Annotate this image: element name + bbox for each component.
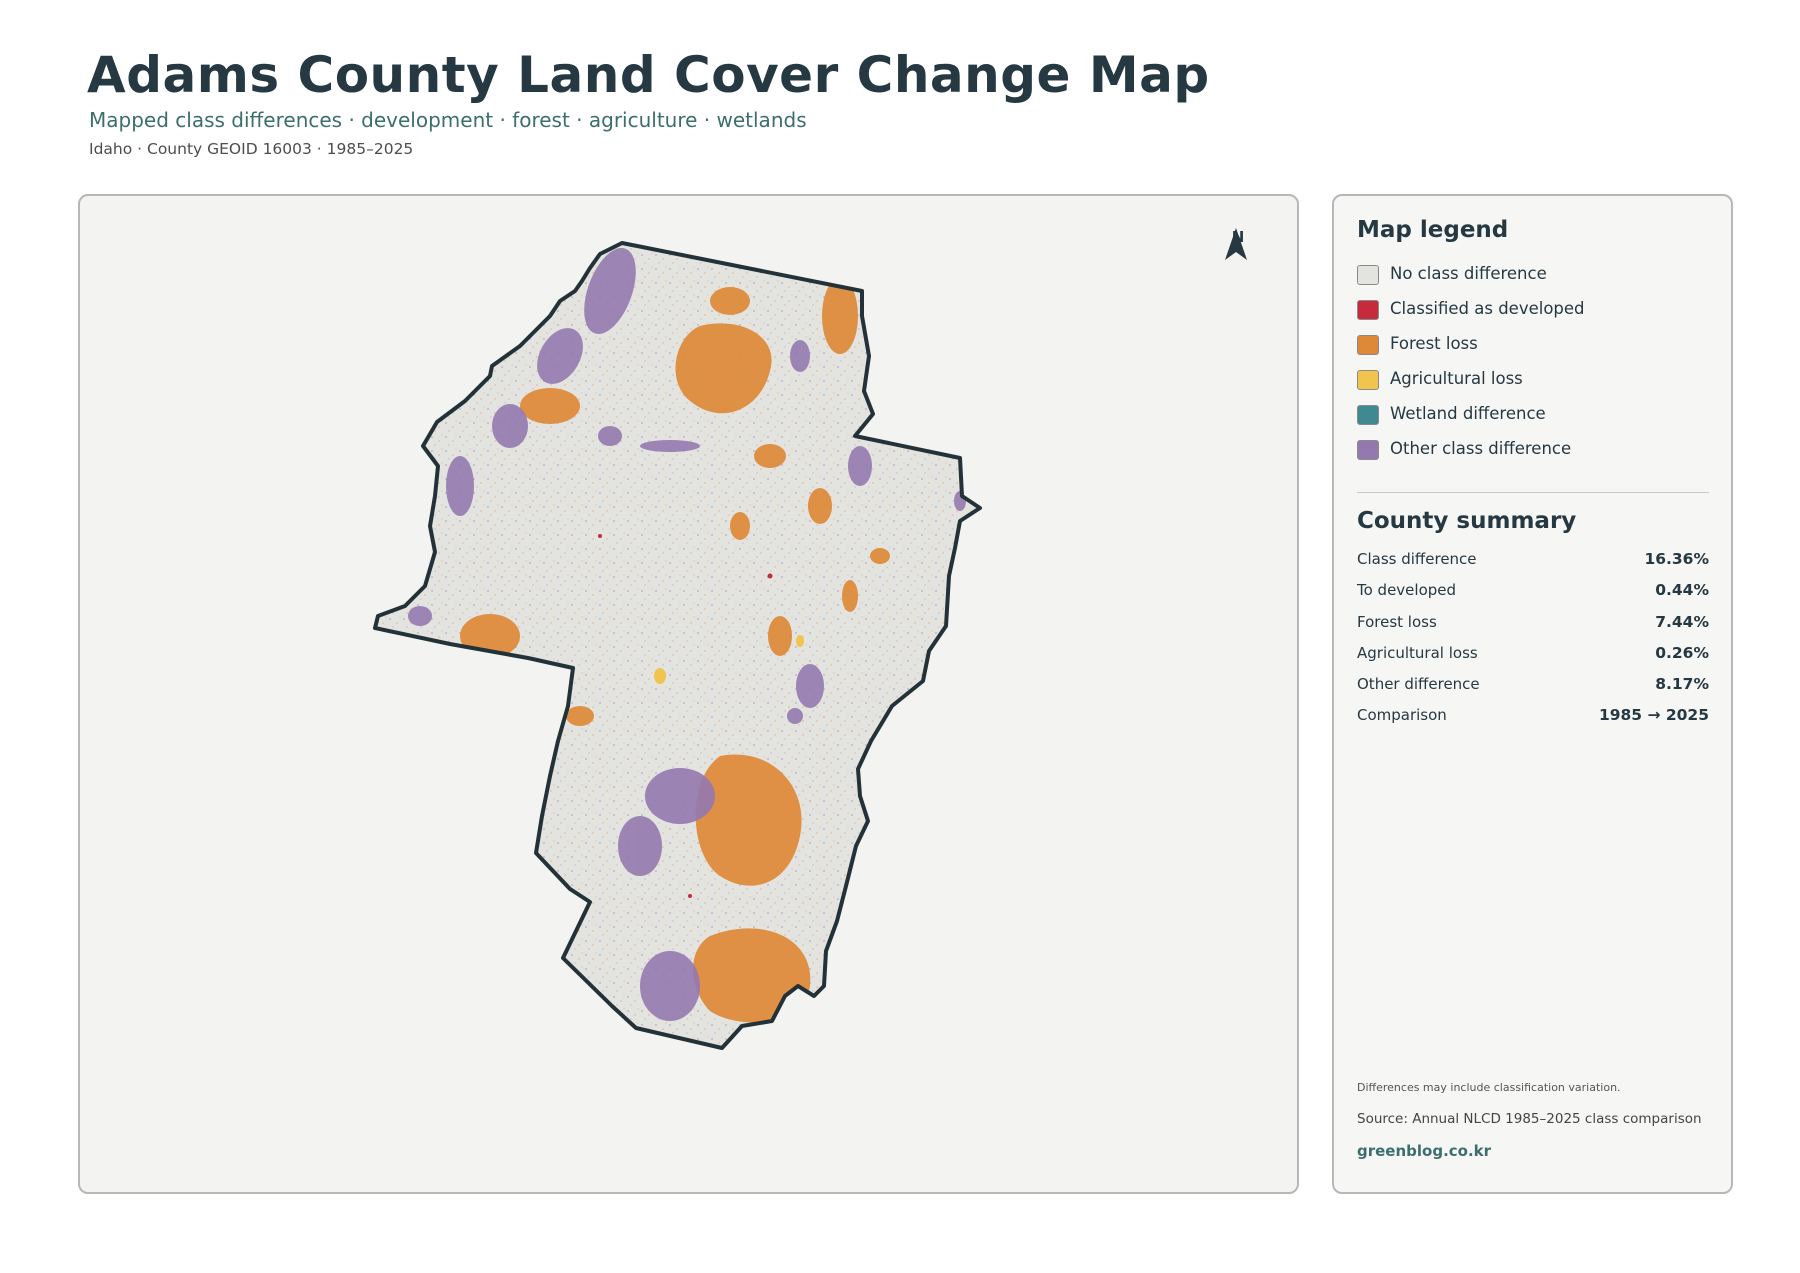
other-difference-patches	[408, 248, 966, 1021]
summary-row: Forest loss 7.44%	[1357, 613, 1709, 644]
summary-row: Agricultural loss 0.26%	[1357, 644, 1709, 675]
legend-item-wetland: Wetland difference	[1357, 405, 1707, 440]
footnote: Differences may include classification v…	[1357, 1081, 1621, 1094]
summary-label: To developed	[1357, 581, 1457, 600]
summary-table: Class difference 16.36% To developed 0.4…	[1357, 550, 1709, 738]
legend-swatch	[1357, 370, 1379, 390]
legend-item-agricultural-loss: Agricultural loss	[1357, 370, 1707, 405]
summary-value: 7.44%	[1655, 612, 1709, 631]
summary-value: 16.36%	[1644, 550, 1709, 568]
page-subtitle: Mapped class differences · development ·…	[89, 108, 807, 132]
summary-value: 0.26%	[1655, 643, 1709, 662]
summary-row: Other difference 8.17%	[1357, 675, 1709, 706]
summary-row: Comparison 1985 → 2025	[1357, 706, 1709, 737]
legend-label: Wetland difference	[1390, 404, 1546, 423]
legend-label: No class difference	[1390, 264, 1547, 283]
legend-label: Other class difference	[1390, 439, 1572, 458]
summary-row: To developed 0.44%	[1357, 581, 1709, 612]
legend-label: Classified as developed	[1390, 299, 1585, 318]
divider	[1357, 492, 1709, 493]
legend-swatch	[1357, 335, 1379, 355]
summary-value: 8.17%	[1655, 675, 1709, 694]
summary-label: Comparison	[1357, 706, 1447, 725]
summary-value: 1985 → 2025	[1598, 706, 1709, 725]
side-panel: Map legend No class difference Classifie…	[1332, 194, 1733, 1194]
north-arrow-icon	[1225, 228, 1247, 260]
legend-item-other: Other class difference	[1357, 440, 1707, 475]
legend-item-forest-loss: Forest loss	[1357, 335, 1707, 370]
legend-list: No class difference Classified as develo…	[1357, 265, 1707, 475]
county-map[interactable]	[80, 196, 1299, 1194]
page-title: Adams County Land Cover Change Map	[87, 46, 1210, 104]
legend-swatch	[1357, 300, 1379, 320]
legend-swatch	[1357, 405, 1379, 425]
summary-label: Other difference	[1357, 675, 1480, 694]
legend-item-no-change: No class difference	[1357, 265, 1707, 300]
summary-label: Agricultural loss	[1357, 643, 1478, 662]
page-meta: Idaho · County GEOID 16003 · 1985–2025	[89, 140, 414, 158]
agricultural-loss-patches	[654, 635, 804, 684]
legend-swatch	[1357, 440, 1379, 460]
summary-label: Forest loss	[1357, 612, 1437, 631]
summary-row: Class difference 16.36%	[1357, 550, 1709, 581]
summary-label: Class difference	[1357, 550, 1477, 568]
legend-label: Agricultural loss	[1390, 369, 1523, 388]
map-panel[interactable]: N	[78, 194, 1299, 1194]
north-arrow: N	[1223, 226, 1253, 260]
credit-link[interactable]: greenblog.co.kr	[1357, 1142, 1492, 1160]
developed-patches	[598, 534, 773, 898]
summary-value: 0.44%	[1655, 581, 1709, 600]
legend-label: Forest loss	[1390, 334, 1478, 353]
summary-title: County summary	[1357, 508, 1577, 534]
legend-item-developed: Classified as developed	[1357, 300, 1707, 335]
source-note: Source: Annual NLCD 1985–2025 class comp…	[1357, 1111, 1702, 1127]
legend-title: Map legend	[1357, 217, 1509, 243]
legend-swatch	[1357, 265, 1379, 285]
